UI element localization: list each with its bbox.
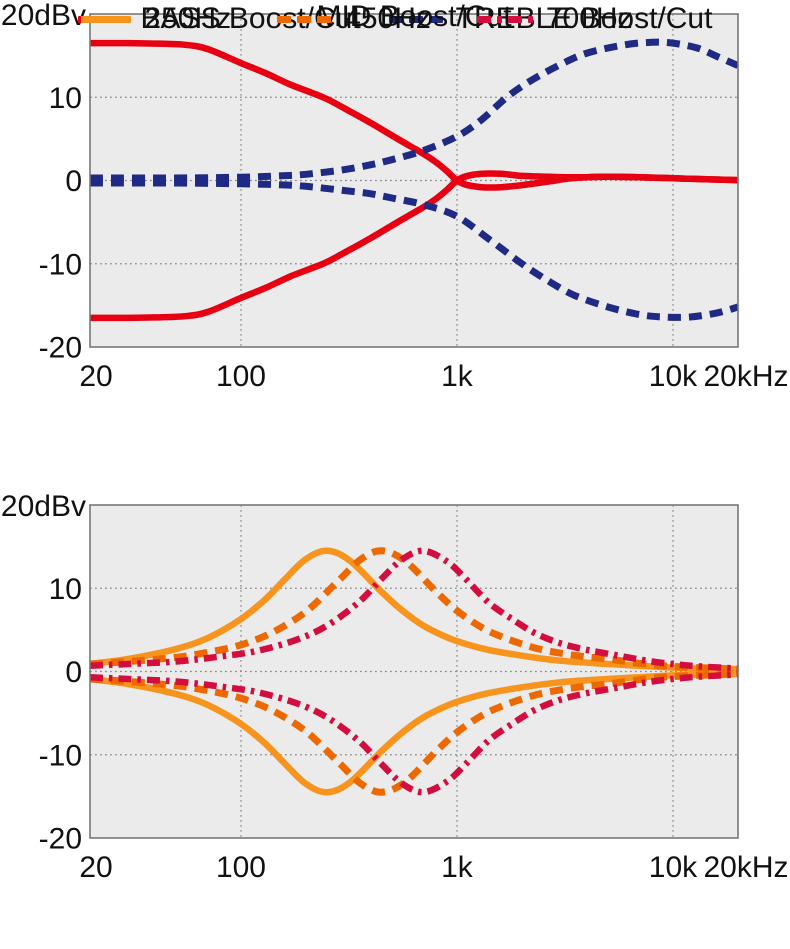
series-treble-boost	[90, 38, 738, 182]
y-tick-label: -20	[39, 823, 82, 856]
y-unit-label: 20dBv	[1, 0, 86, 32]
legend-label: 250Hz	[144, 2, 232, 35]
y-tick-label: -20	[39, 332, 82, 365]
y-unit-label: 20dBv	[1, 491, 86, 523]
x-tick-label: 20	[79, 360, 112, 392]
legend-label: 700Hz	[545, 2, 633, 35]
legend-swatch-dashed	[277, 15, 332, 23]
legend-item: 250Hz	[81, 4, 231, 34]
series-mid-450-cut	[90, 670, 738, 796]
x-tick-label: 20	[79, 851, 112, 883]
x-tick-label: 10k	[649, 851, 698, 883]
x-tick-label: 1k	[441, 851, 474, 883]
series-treble-cut	[90, 179, 738, 321]
mid-legend: 250Hz 450Hz 700Hz	[0, 0, 752, 38]
y-tick-label: 0	[65, 165, 82, 198]
x-tick-label: 20kHz	[703, 851, 788, 883]
y-tick-label: 0	[65, 656, 82, 689]
x-tick-label: 10k	[649, 360, 698, 392]
x-tick-label: 20kHz	[703, 360, 788, 392]
legend-swatch-dashed	[388, 15, 443, 23]
y-tick-label: -10	[39, 248, 82, 281]
legend-item: 700Hz	[476, 2, 633, 35]
series-mid-250-boost	[90, 547, 738, 673]
plot-border	[89, 504, 739, 839]
x-tick-label: 100	[216, 360, 266, 392]
legend-swatch-dashdot	[476, 15, 533, 23]
legend-item: TREBLE Boost/Cut	[388, 4, 712, 34]
legend-swatch-solid	[81, 15, 132, 23]
plot-border	[89, 13, 739, 348]
x-tick-label: 1k	[441, 360, 474, 392]
series-mid-250-cut	[90, 670, 738, 796]
series-mid-450-boost	[90, 547, 738, 673]
x-tick-label: 100	[216, 851, 266, 883]
legend-label: 450Hz	[344, 2, 431, 35]
series-mid-700-boost	[90, 547, 738, 672]
y-tick-label: -10	[39, 739, 82, 772]
y-tick-label: 10	[49, 573, 82, 606]
series-mid-700-cut	[90, 671, 738, 796]
y-tick-label: 10	[49, 82, 82, 115]
legend-item: 450Hz	[277, 4, 431, 34]
